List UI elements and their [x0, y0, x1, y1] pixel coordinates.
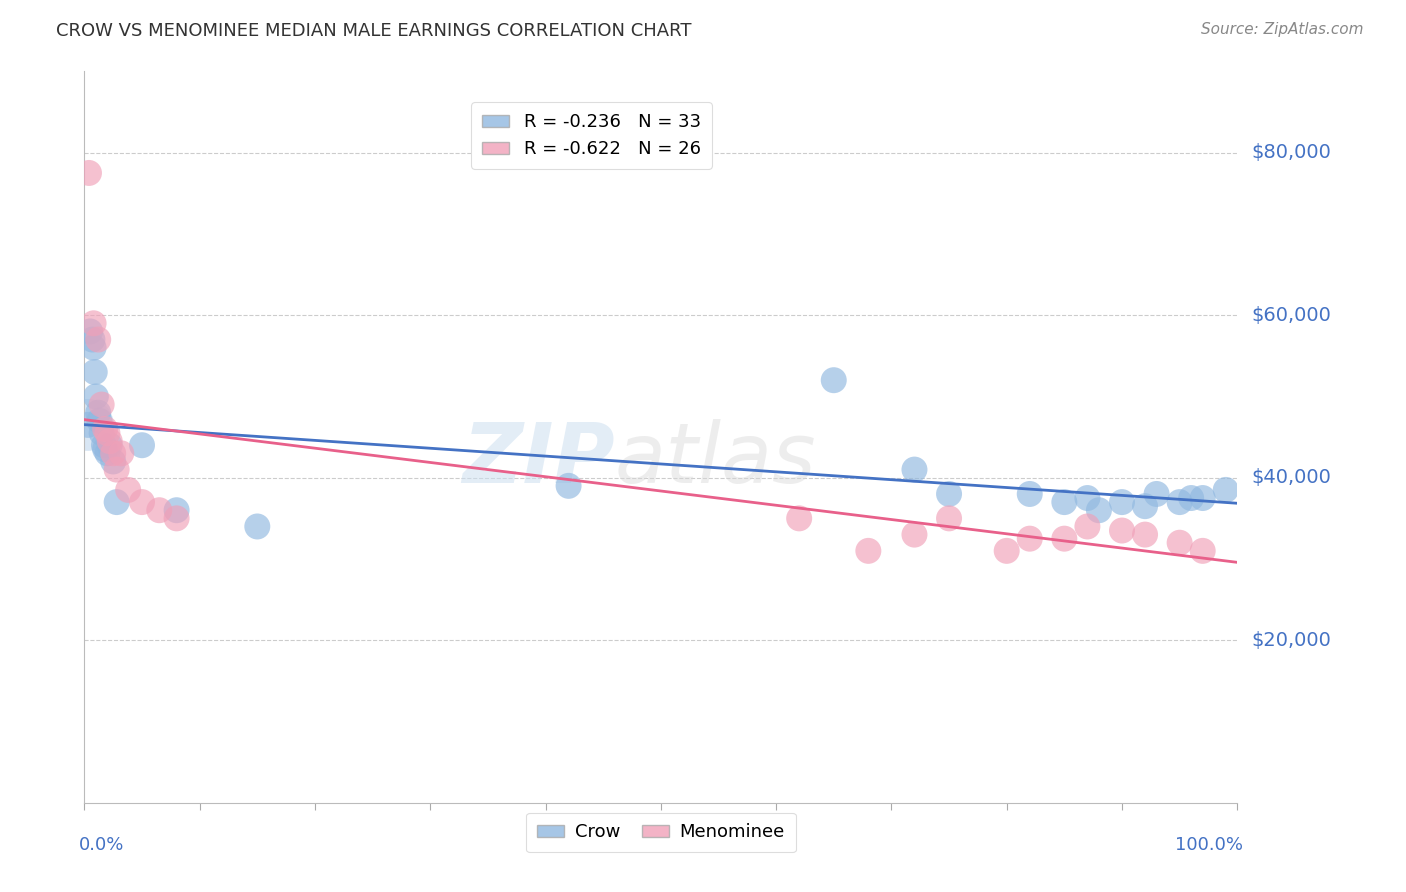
Point	[1018, 532, 1040, 546]
Point	[77, 166, 100, 180]
Point	[1215, 483, 1237, 497]
Point	[166, 511, 188, 525]
Point	[787, 511, 810, 525]
Point	[94, 442, 117, 457]
Point	[90, 425, 112, 440]
Point	[87, 333, 110, 347]
Text: Source: ZipAtlas.com: Source: ZipAtlas.com	[1201, 22, 1364, 37]
Point	[76, 417, 98, 432]
Point	[131, 438, 153, 452]
Text: $40,000: $40,000	[1251, 468, 1331, 487]
Point	[938, 487, 960, 501]
Point	[1191, 491, 1213, 505]
Point	[903, 527, 925, 541]
Point	[96, 425, 118, 440]
Point	[1168, 495, 1191, 509]
Point	[84, 389, 107, 403]
Point	[1053, 532, 1076, 546]
Text: $60,000: $60,000	[1251, 306, 1331, 325]
Point	[98, 434, 121, 449]
Point	[117, 483, 139, 497]
Point	[131, 495, 153, 509]
Point	[557, 479, 579, 493]
Point	[1168, 535, 1191, 549]
Point	[76, 417, 98, 432]
Point	[96, 446, 118, 460]
Point	[1133, 499, 1156, 513]
Point	[110, 446, 132, 460]
Point	[87, 406, 110, 420]
Point	[823, 373, 845, 387]
Point	[1053, 495, 1076, 509]
Point	[90, 398, 112, 412]
Point	[83, 365, 105, 379]
Point	[82, 333, 104, 347]
Point	[1146, 487, 1168, 501]
Point	[148, 503, 170, 517]
Point	[1088, 503, 1111, 517]
Point	[1111, 524, 1133, 538]
Point	[1018, 487, 1040, 501]
Point	[93, 438, 115, 452]
Point	[103, 454, 124, 468]
Point	[858, 544, 880, 558]
Point	[995, 544, 1018, 558]
Point	[94, 422, 117, 436]
Point	[1076, 491, 1098, 505]
Point	[1191, 544, 1213, 558]
Text: 0.0%: 0.0%	[79, 836, 124, 854]
Point	[105, 462, 128, 476]
Point	[246, 519, 269, 533]
Text: CROW VS MENOMINEE MEDIAN MALE EARNINGS CORRELATION CHART: CROW VS MENOMINEE MEDIAN MALE EARNINGS C…	[56, 22, 692, 40]
Point	[166, 503, 188, 517]
Text: atlas: atlas	[614, 418, 817, 500]
Point	[105, 495, 128, 509]
Point	[79, 325, 101, 339]
Point	[83, 316, 105, 330]
Text: $80,000: $80,000	[1251, 143, 1331, 162]
Point	[83, 341, 105, 355]
Point	[1133, 527, 1156, 541]
Legend: Crow, Menominee: Crow, Menominee	[526, 813, 796, 852]
Point	[89, 414, 111, 428]
Point	[1111, 495, 1133, 509]
Point	[938, 511, 960, 525]
Point	[1180, 491, 1202, 505]
Text: $20,000: $20,000	[1251, 631, 1331, 649]
Point	[903, 462, 925, 476]
Text: 100.0%: 100.0%	[1175, 836, 1243, 854]
Point	[103, 446, 124, 460]
Point	[1076, 519, 1098, 533]
Text: ZIP: ZIP	[463, 418, 614, 500]
Point	[98, 438, 121, 452]
